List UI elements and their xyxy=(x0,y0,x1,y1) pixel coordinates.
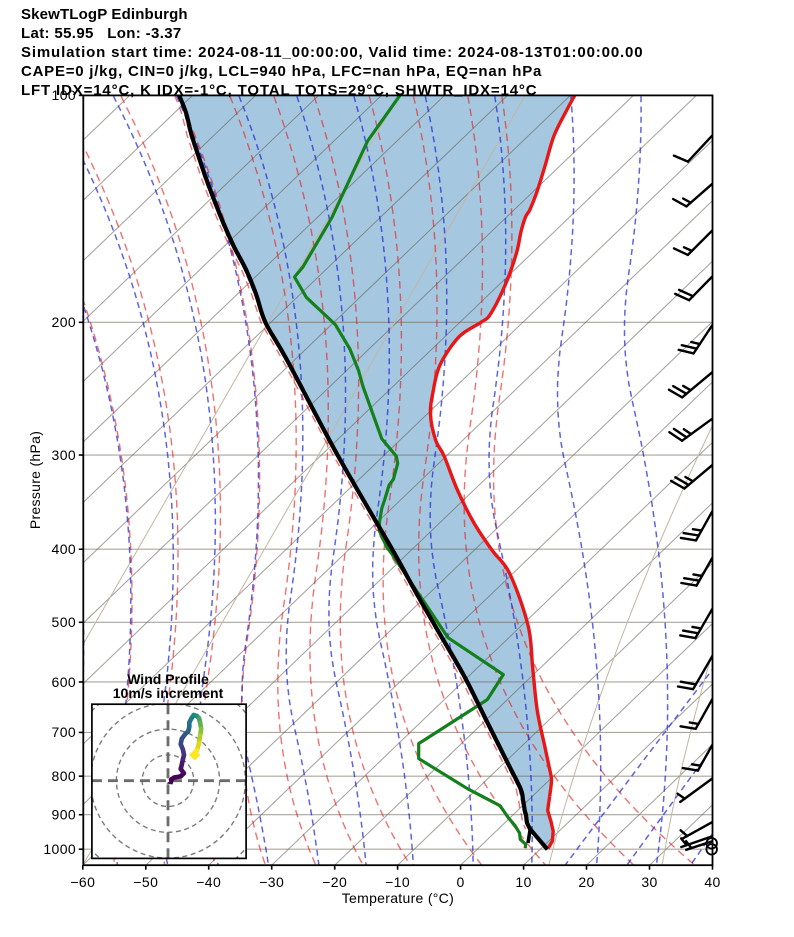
svg-text:−20: −20 xyxy=(322,874,347,890)
svg-text:700: 700 xyxy=(52,724,77,740)
svg-text:Simulation start time: 2024-08: Simulation start time: 2024-08-11_00:00:… xyxy=(21,44,643,61)
svg-text:Temperature (°C): Temperature (°C) xyxy=(342,890,454,906)
svg-text:40: 40 xyxy=(704,874,720,890)
svg-text:CAPE=0 j/kg, CIN=0 j/kg, LCL=9: CAPE=0 j/kg, CIN=0 j/kg, LCL=940 hPa, LF… xyxy=(21,63,542,80)
svg-text:800: 800 xyxy=(52,768,77,784)
svg-text:20: 20 xyxy=(578,874,594,890)
svg-text:Lat: 55.95 Lon: -3.37: Lat: 55.95 Lon: -3.37 xyxy=(21,25,182,42)
svg-text:LFT IDX=14°C, K IDX=-1°C, TOTA: LFT IDX=14°C, K IDX=-1°C, TOTAL TOTS=29°… xyxy=(21,82,537,99)
svg-text:30: 30 xyxy=(641,874,657,890)
svg-text:Wind Profile: Wind Profile xyxy=(127,671,209,687)
svg-text:500: 500 xyxy=(52,614,77,630)
svg-text:SkewTLogP Edinburgh: SkewTLogP Edinburgh xyxy=(21,6,188,23)
svg-text:10: 10 xyxy=(515,874,531,890)
svg-text:0: 0 xyxy=(457,874,465,890)
svg-text:−10: −10 xyxy=(385,874,410,890)
svg-text:1000: 1000 xyxy=(43,841,76,857)
svg-text:−50: −50 xyxy=(133,874,158,890)
svg-text:−40: −40 xyxy=(196,874,221,890)
svg-text:−60: −60 xyxy=(70,874,95,890)
svg-text:Pressure (hPa): Pressure (hPa) xyxy=(27,431,43,529)
svg-text:−30: −30 xyxy=(259,874,284,890)
svg-text:900: 900 xyxy=(52,807,77,823)
svg-text:200: 200 xyxy=(52,314,77,330)
svg-text:400: 400 xyxy=(52,541,77,557)
svg-text:600: 600 xyxy=(52,674,77,690)
svg-text:10m/s increment: 10m/s increment xyxy=(113,685,224,701)
svg-text:100: 100 xyxy=(52,87,77,103)
svg-text:300: 300 xyxy=(52,447,77,463)
